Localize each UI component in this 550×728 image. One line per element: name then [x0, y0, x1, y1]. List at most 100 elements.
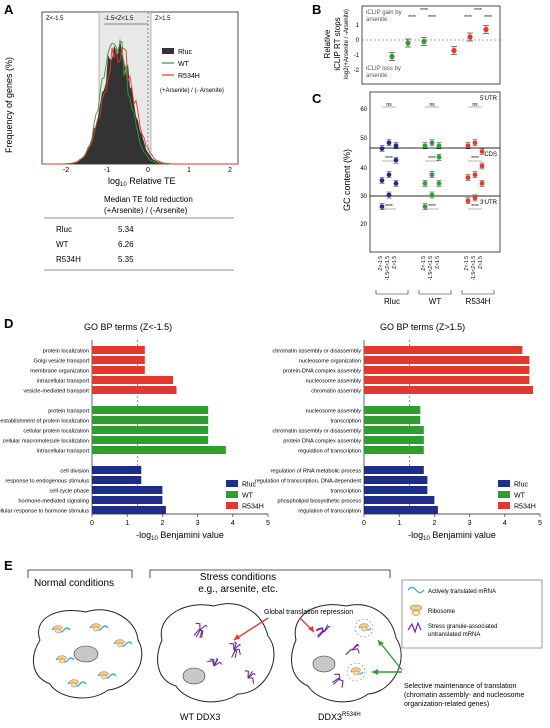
panel-d-bar: [92, 386, 177, 394]
panel-e-normal-mrnas: [51, 623, 133, 688]
panel-c-ytick: 40: [360, 166, 367, 172]
panel-e-wt-cell: WT DDX3: [157, 603, 275, 722]
panel-a-table-header-1: Median TE fold reduction: [104, 195, 193, 204]
panel-a-hist-rluc: [42, 38, 238, 164]
panel-c-bracket-wt: [418, 290, 452, 295]
panel-d-legend-swatch: [226, 491, 238, 498]
panel-e-arrowhead-red-1: [234, 634, 240, 640]
panel-d-category: nucleosome organization: [299, 359, 361, 365]
sg-mrna-icon: [233, 641, 237, 651]
sg-mrna-icon: [323, 624, 329, 633]
panel-a-x-ticks: -2 -1 0 1 2: [63, 167, 232, 174]
panel-d-legend-label: R534H: [242, 504, 264, 511]
panel-e-selective-1: Selective maintenance of translation: [404, 683, 517, 690]
panel-d-category: cellular protein localization: [23, 429, 89, 435]
panel-c-ytick: 30: [360, 194, 367, 200]
panel-d-xlabel-sub: 10: [423, 536, 430, 542]
panel-d-category: protein DNA complex assembly: [283, 439, 361, 445]
panel-d-xlabel-sub: 10: [151, 536, 158, 542]
panel-e-bracket-normal: [27, 569, 133, 578]
panel-c-sig-label: ****: [428, 204, 436, 210]
panel-d-xlabel-prefix: -log: [136, 530, 151, 540]
panel-c-sig-label: ****: [471, 204, 479, 210]
panel-e-legend: Actively translated mRNA Ribosome Stress…: [401, 579, 543, 649]
panel-d-bar: [92, 496, 163, 504]
panel-e-selective-3: organization-related genes): [404, 701, 489, 708]
panel-d-bar: [364, 416, 421, 424]
panel-d-category: regulation of transcription: [298, 449, 361, 455]
panel-d-legend-label: Rluc: [242, 482, 257, 489]
panel-e-wt-label: WT DDX3: [180, 712, 220, 722]
panel-e-bracket-stress: [149, 569, 391, 578]
panel-c-point: [379, 146, 385, 152]
panel-c-sig-label: ns: [386, 102, 392, 108]
panel-b-point: [451, 47, 457, 54]
panel-a-xlabel-sub: 10: [120, 182, 127, 188]
panel-c-point: [379, 178, 385, 183]
panel-d-category: regulation of transcription: [298, 509, 361, 515]
panel-b-star: ****: [484, 15, 492, 21]
panel-e-legend-mrna-icon: [407, 586, 425, 594]
panel-c-point: [472, 195, 478, 201]
panel-b-points: [389, 25, 489, 61]
panel-d-bar: [92, 366, 145, 374]
panel-d-bar: [92, 486, 163, 494]
panel-a-legend-rluc: Rluc: [178, 49, 193, 56]
panel-d-legend-swatch: [498, 491, 510, 498]
panel-b-gain-1: iCLIP gain by: [366, 10, 402, 16]
panel-e-wt-nucleus: [182, 667, 206, 685]
panel-c-xcats: Z<-1.5 -1.5<Z<1.5 Z>1.5 Z<-1.5 -1.5<Z<1.…: [378, 256, 484, 281]
panel-a-xtick: -1: [104, 167, 110, 174]
panel-d-legend-swatch: [498, 480, 510, 487]
panel-a-ylabel: Frequency of genes (%): [4, 57, 14, 153]
panel-c-sig-label: ****: [428, 156, 436, 162]
panel-d-bar: [364, 466, 424, 474]
panel-d-bar: [92, 506, 166, 514]
panel-b-stars: **** **** **** **** **** ****: [408, 8, 492, 21]
panel-d-xlabel-suffix: Benjamini value: [158, 530, 224, 540]
panel-d-category: hormone-mediated signaling: [18, 499, 89, 505]
panel-c-sig-label: ****: [471, 156, 479, 162]
sg-mrna-icon: [333, 678, 341, 685]
panel-c-xcat: -1.5<Z<1.5: [471, 256, 477, 281]
panel-b-ylabel-1: Relative: [323, 29, 332, 58]
panel-c-group-r534h: R534H: [466, 297, 491, 306]
panel-d-category: establishment of protein localization: [0, 419, 89, 425]
panel-a-table: Median TE fold reduction (+Arsenite) / (…: [44, 195, 234, 271]
panel-c-y-ticks: 60 50 40 30 20: [360, 107, 367, 228]
panel-c-point: [465, 198, 471, 204]
panel-b-plot: iCLIP gain by arsenite iCLIP loss by ars…: [354, 5, 501, 85]
panel-b-point: [405, 40, 411, 46]
panel-c-point: [465, 175, 471, 181]
panel-d-bar: [92, 376, 173, 384]
panel-c-point: [479, 149, 485, 154]
panel-d-category: intracellular transport: [37, 449, 90, 455]
panel-d-category: phospholipid biosynthetic process: [277, 499, 361, 505]
panel-d-bar: [92, 466, 142, 474]
panel-d-category: nucleosome assembly: [306, 409, 362, 415]
panel-d-category: protein localization: [43, 349, 89, 355]
panel-letter-a: A: [4, 2, 14, 17]
panel-a-table-label: R534H: [56, 255, 81, 264]
panel-e-arrow-red-1: [233, 617, 269, 641]
panel-a-xlabel-prefix: log: [108, 176, 120, 186]
panel-d-legend-label: R534H: [514, 504, 536, 511]
panel-a-table-value: 5.35: [118, 255, 134, 264]
panel-b-loss-2: arsenite: [366, 73, 388, 79]
sg-mrna-icon: [195, 622, 201, 631]
panel-letter-c: C: [312, 91, 322, 106]
sg-mrna-icon: [334, 673, 341, 681]
ribosome-large-subunit: [409, 604, 423, 612]
panel-c-ylabel: GC content (%): [342, 149, 352, 211]
translating-zone-icon: [354, 618, 374, 638]
panel-d-bar: [364, 496, 435, 504]
sg-mrna-icon: [247, 671, 253, 679]
sg-mrna-icon: [351, 644, 359, 651]
panel-b-star: ****: [408, 15, 416, 21]
panel-d-right-chart: 0 1 2 3 4 5 -log10 Benjamini value chromatin as…: [255, 340, 542, 542]
panel-c-marks: ns ns ns **** **** **** **** **** ****: [379, 102, 485, 210]
panel-e-mut-label-sup: R534H: [342, 712, 361, 718]
sg-mrna-icon: [339, 679, 344, 688]
panel-d-xtick: 2: [160, 520, 164, 527]
panel-d-xlabel-prefix: -log: [408, 530, 423, 540]
